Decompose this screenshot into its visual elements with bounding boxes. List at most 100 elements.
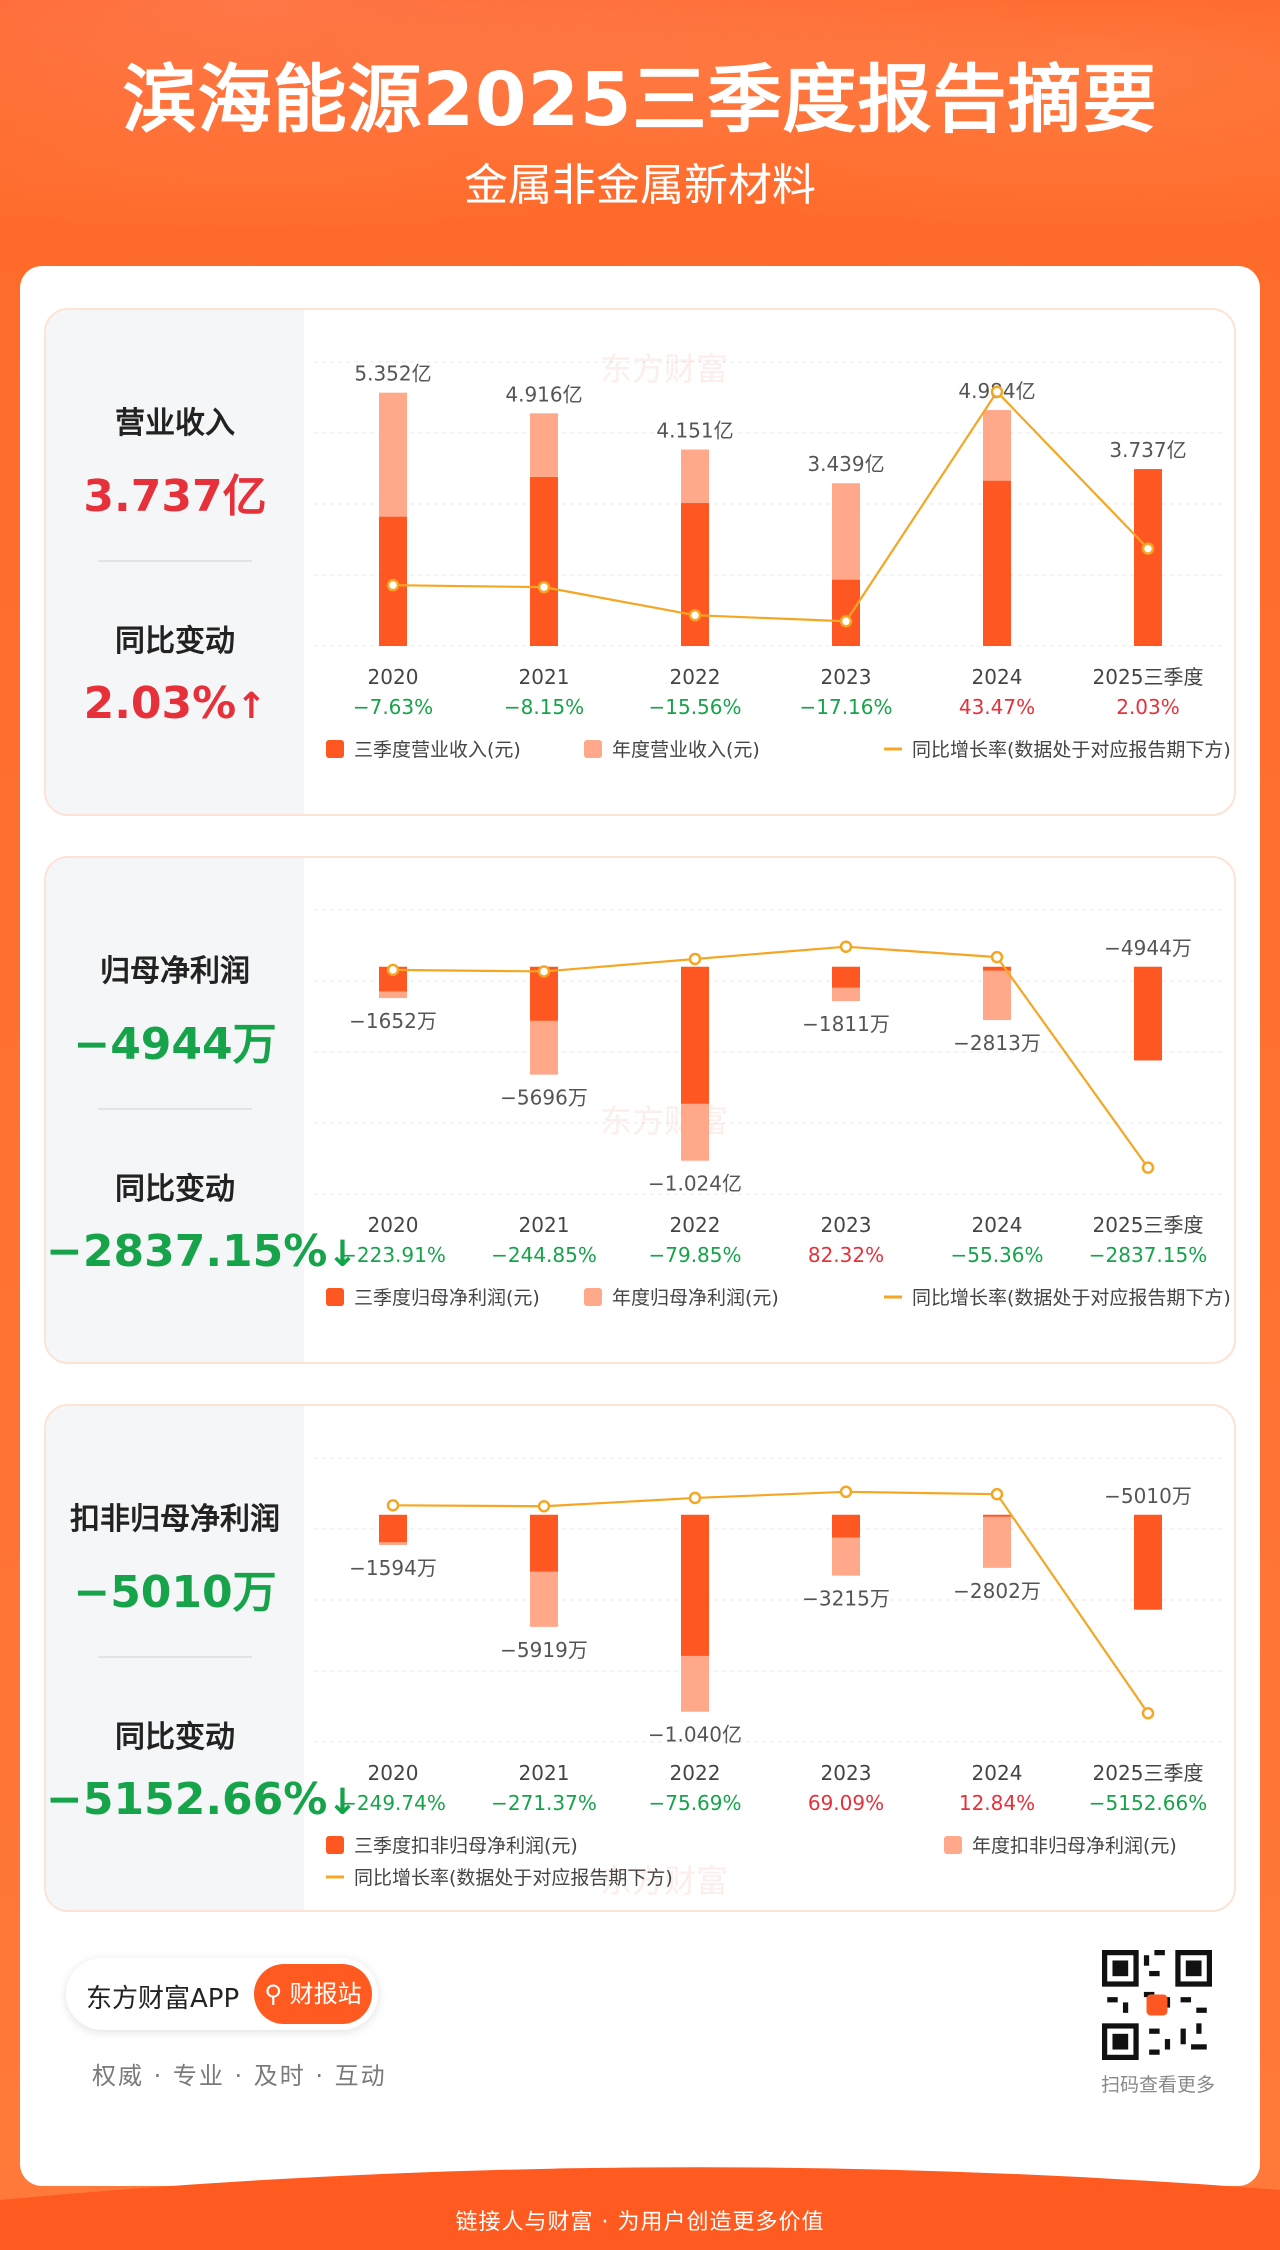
net-profit-panel: 归母净利润 −4944万 同比变动 −2837.15%↓ 东方财富 −1652万 −…: [44, 856, 1236, 1364]
net-profit-change-value: −2837.15%: [46, 1226, 328, 1277]
report-header: 滨海能源2025三季度报告摘要 金属非金属新材料: [0, 57, 1280, 213]
report-card: 营业收入 3.737亿 同比变动 2.03%↑ 东方财富 5.352亿 4.916亿…: [20, 266, 1260, 2186]
report-station-button[interactable]: ⚲ 财报站: [254, 1964, 372, 2024]
growth-line: [392, 390, 1149, 623]
bar-value-label: −5696万: [500, 1086, 588, 1110]
bar-q3-2021: [530, 1514, 558, 1572]
watermark: 东方财富: [600, 350, 728, 388]
legend-label: 年度归母净利润(元): [612, 1287, 779, 1309]
revenue-value: 3.737亿: [83, 471, 267, 522]
legend-label: 同比增长率(数据处于对应报告期下方): [912, 1287, 1231, 1309]
bar-q3-2022: [681, 503, 709, 646]
qr-code-icon[interactable]: [1102, 1950, 1212, 2060]
growth-label: 2.03%: [1116, 695, 1180, 719]
growth-label: 69.09%: [808, 1791, 884, 1815]
bar-value-label: −1652万: [349, 1009, 437, 1033]
bottom-slogan: 链接人与财富 · 为用户创造更多价值: [455, 2210, 825, 2235]
growth-point-2022: [688, 608, 702, 622]
bar-q3-2025三季度: [1134, 469, 1162, 646]
growth-point-2025三季度: [1141, 542, 1155, 555]
bar-value-label: −2802万: [953, 1579, 1041, 1603]
growth-label: 12.84%: [959, 1791, 1035, 1815]
bar-value-label: 3.737亿: [1109, 438, 1186, 462]
industry-subtitle: 金属非金属新材料: [464, 160, 816, 212]
growth-point-2020: [386, 1499, 400, 1512]
legend-swatch: [326, 740, 344, 758]
bar-q3-2022: [681, 966, 709, 1104]
revenue-change-label: 同比变动: [115, 624, 235, 659]
x-tick-label: 2024: [972, 1213, 1023, 1237]
bar-q3-2023: [832, 1514, 860, 1538]
metric-divider: [98, 560, 252, 562]
x-tick-label: 2022: [670, 1213, 721, 1237]
bar-annual-2024: [983, 966, 1011, 1021]
legend-label: 同比增长率(数据处于对应报告期下方): [912, 739, 1231, 761]
x-tick-label: 2020: [368, 1761, 419, 1785]
deducted-profit-change-label: 同比变动: [115, 1720, 235, 1755]
deducted-profit-panel: 扣非归母净利润 −5010万 同比变动 −5152.66%↓ 东方财富 −1594…: [44, 1404, 1236, 1912]
bar-value-label: −1811万: [802, 1012, 890, 1036]
growth-label: −15.56%: [648, 695, 741, 719]
bar-q3-2021: [530, 477, 558, 646]
x-tick-label: 2022: [670, 1761, 721, 1785]
legend-swatch: [326, 1836, 344, 1854]
net-profit-label: 归母净利润: [100, 954, 250, 989]
growth-label: −249.74%: [340, 1791, 446, 1815]
bar-q3-2024: [983, 1514, 1011, 1517]
bar-value-label: −5010万: [1104, 1484, 1192, 1508]
report-station-label: 财报站: [289, 1980, 362, 2008]
growth-label: −2837.15%: [1089, 1243, 1207, 1267]
growth-label: −75.69%: [648, 1791, 741, 1815]
growth-point-2023: [839, 615, 853, 628]
growth-point-2020: [386, 578, 400, 592]
bar-value-label: 4.916亿: [505, 382, 582, 406]
legend-label: 三季度营业收入(元): [354, 739, 521, 761]
x-tick-label: 2024: [972, 1761, 1023, 1785]
arrow-down-icon: ↓: [327, 1782, 358, 1823]
metric-divider: [98, 1108, 252, 1110]
growth-point-2020: [386, 963, 400, 977]
growth-point-2024: [990, 1487, 1004, 1501]
x-tick-label: 2023: [821, 1213, 872, 1237]
legend-label: 同比增长率(数据处于对应报告期下方): [354, 1867, 673, 1889]
deducted-profit-metrics: 扣非归母净利润 −5010万 同比变动 −5152.66%↓: [46, 1406, 358, 1910]
growth-label: 43.47%: [959, 695, 1035, 719]
bar-value-label: 3.439亿: [807, 452, 884, 476]
growth-point-2021: [537, 580, 551, 594]
watermark: 东方财富: [600, 1862, 728, 1900]
revenue-change-value: 2.03%: [83, 678, 237, 729]
x-tick-label: 2021: [519, 1213, 570, 1237]
legend-swatch: [584, 1288, 602, 1306]
growth-label: −5152.66%: [1089, 1791, 1207, 1815]
legend-swatch: [326, 1288, 344, 1306]
bar-value-label: −1.040亿: [648, 1723, 742, 1747]
growth-line: [392, 945, 1149, 1169]
legend-label: 年度营业收入(元): [612, 739, 760, 761]
bar-value-label: −1.024亿: [648, 1172, 742, 1196]
growth-label: −8.15%: [504, 695, 584, 719]
revenue-chart: 东方财富5.352亿4.916亿4.151亿3.439亿4.984亿3.737亿…: [314, 350, 1231, 761]
search-icon: ⚲: [264, 1980, 282, 2008]
growth-label: −244.85%: [491, 1243, 597, 1267]
slogan: 权威 · 专业 · 及时 · 互动: [92, 2062, 387, 2090]
app-name: 东方财富APP: [86, 1984, 240, 2014]
report-title: 滨海能源2025三季度报告摘要: [122, 57, 1158, 143]
bar-q3-2023: [832, 579, 860, 646]
growth-label: −7.63%: [353, 695, 433, 719]
deducted-profit-value: −5010万: [73, 1567, 277, 1618]
growth-point-2022: [688, 952, 702, 966]
revenue-panel: 营业收入 3.737亿 同比变动 2.03%↑ 东方财富 5.352亿 4.916亿…: [44, 308, 1236, 816]
app-search-pill[interactable]: 东方财富APP ⚲ 财报站: [66, 1958, 378, 2030]
bar-value-label: 4.151亿: [656, 419, 733, 443]
x-tick-label: 2023: [821, 1761, 872, 1785]
metric-divider: [98, 1656, 252, 1658]
arrow-up-icon: ↑: [236, 686, 267, 727]
deducted-profit-label: 扣非归母净利润: [70, 1502, 280, 1537]
bar-value-label: 5.352亿: [354, 362, 431, 386]
growth-label: −223.91%: [340, 1243, 446, 1267]
net-profit-metrics: 归母净利润 −4944万 同比变动 −2837.15%↓: [46, 858, 358, 1362]
bar-value-label: −5919万: [500, 1638, 588, 1662]
net-profit-chart: 东方财富−1652万−5696万−1.024亿−1811万−2813万−4944…: [314, 909, 1231, 1309]
growth-label: −79.85%: [648, 1243, 741, 1267]
x-tick-label: 2025三季度: [1093, 1213, 1204, 1237]
